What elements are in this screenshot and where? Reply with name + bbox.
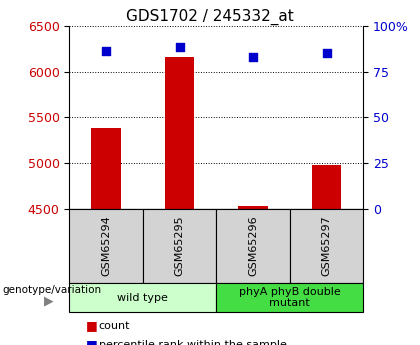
Bar: [312, 165, 341, 209]
Text: GSM65294: GSM65294: [101, 215, 111, 276]
Text: GSM65297: GSM65297: [322, 215, 331, 276]
Bar: [165, 57, 194, 209]
Text: ▶: ▶: [44, 295, 53, 307]
Bar: [92, 128, 121, 209]
Bar: [239, 206, 268, 209]
Text: count: count: [99, 321, 130, 331]
Text: GSM65296: GSM65296: [248, 216, 258, 276]
Text: phyA phyB double
mutant: phyA phyB double mutant: [239, 287, 341, 308]
Point: [176, 44, 183, 50]
Text: percentile rank within the sample: percentile rank within the sample: [99, 340, 286, 345]
Text: wild type: wild type: [117, 293, 168, 303]
Text: GSM65295: GSM65295: [175, 216, 184, 276]
Text: GDS1702 / 245332_at: GDS1702 / 245332_at: [126, 9, 294, 25]
Point: [103, 49, 110, 54]
Text: ■: ■: [86, 319, 98, 333]
Text: ■: ■: [86, 338, 98, 345]
Text: genotype/variation: genotype/variation: [2, 285, 101, 295]
Point: [323, 50, 330, 56]
Point: [250, 54, 257, 60]
